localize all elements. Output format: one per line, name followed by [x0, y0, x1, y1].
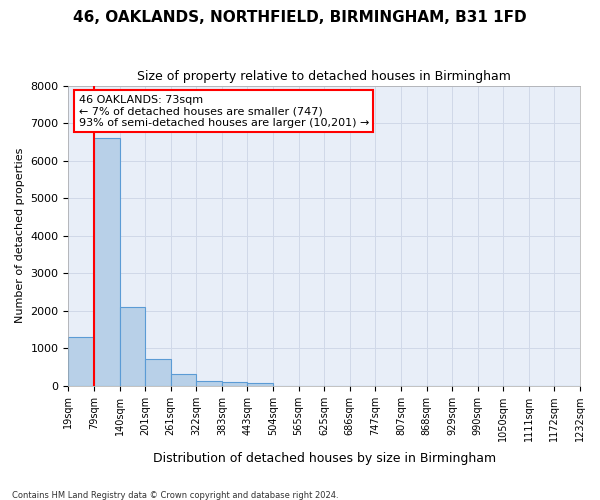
Bar — [94, 138, 119, 386]
Bar — [119, 307, 145, 386]
Y-axis label: Number of detached properties: Number of detached properties — [15, 148, 25, 324]
Bar — [145, 360, 171, 386]
Bar — [171, 374, 196, 386]
Bar — [68, 337, 94, 386]
Bar — [247, 384, 273, 386]
Text: 46, OAKLANDS, NORTHFIELD, BIRMINGHAM, B31 1FD: 46, OAKLANDS, NORTHFIELD, BIRMINGHAM, B3… — [73, 10, 527, 25]
Text: 46 OAKLANDS: 73sqm
← 7% of detached houses are smaller (747)
93% of semi-detache: 46 OAKLANDS: 73sqm ← 7% of detached hous… — [79, 94, 369, 128]
Title: Size of property relative to detached houses in Birmingham: Size of property relative to detached ho… — [137, 70, 511, 83]
X-axis label: Distribution of detached houses by size in Birmingham: Distribution of detached houses by size … — [152, 452, 496, 465]
Bar — [222, 382, 247, 386]
Bar — [196, 381, 222, 386]
Text: Contains HM Land Registry data © Crown copyright and database right 2024.: Contains HM Land Registry data © Crown c… — [12, 490, 338, 500]
